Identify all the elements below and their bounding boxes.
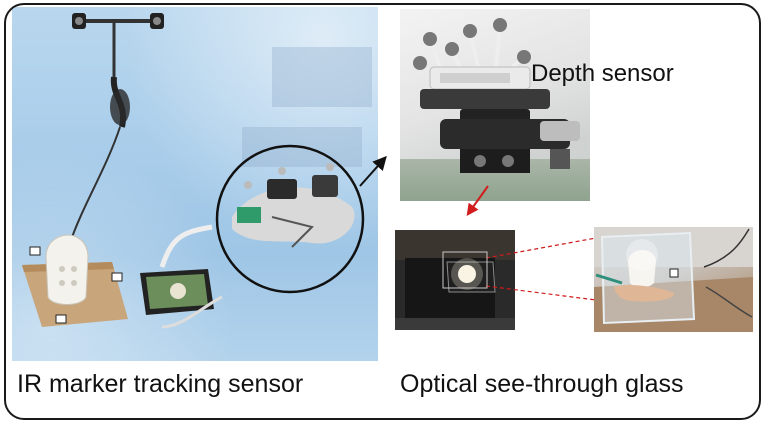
depth-sensor-photo — [400, 9, 590, 201]
hand-interaction-photo — [594, 227, 753, 332]
ir-tracking-setup-photo — [12, 7, 378, 361]
ir-marker-tracking-sensor-label: IR marker tracking sensor — [17, 370, 304, 398]
see-through-glass-illustration — [395, 230, 515, 330]
highlight-circle — [215, 144, 365, 294]
see-through-glass-photo — [395, 230, 515, 330]
depth-sensor-illustration — [413, 18, 580, 173]
optical-see-through-glass-label: Optical see-through glass — [400, 370, 684, 398]
depth-sensor-label: Depth sensor — [531, 60, 674, 87]
hand-interaction-illustration — [594, 227, 753, 332]
ir-tracking-setup-illustration — [22, 13, 365, 329]
figure-frame — [4, 3, 761, 420]
